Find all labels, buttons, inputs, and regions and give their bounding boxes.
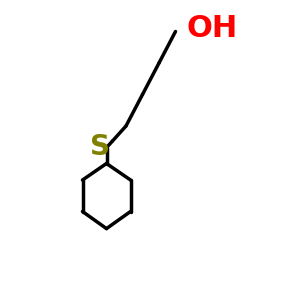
Text: S: S bbox=[90, 133, 110, 161]
Text: OH: OH bbox=[186, 14, 237, 43]
